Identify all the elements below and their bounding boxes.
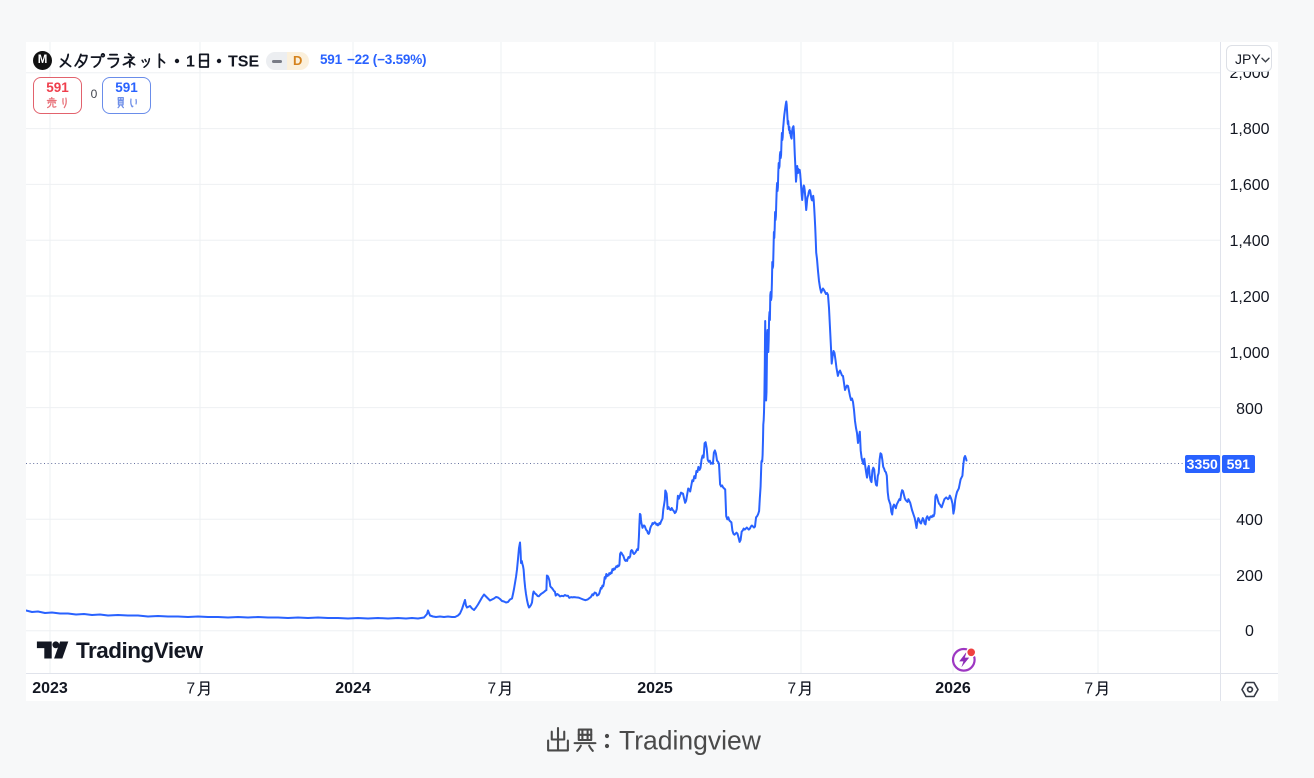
svg-text:TSE: TSE — [228, 54, 259, 71]
svg-text:7: 7 — [187, 681, 196, 698]
svg-text:7: 7 — [788, 681, 797, 698]
svg-text:7: 7 — [1085, 681, 1094, 698]
svg-text:1: 1 — [186, 54, 195, 71]
svg-text:7: 7 — [488, 681, 497, 698]
svg-text:Tradingview: Tradingview — [619, 726, 762, 756]
